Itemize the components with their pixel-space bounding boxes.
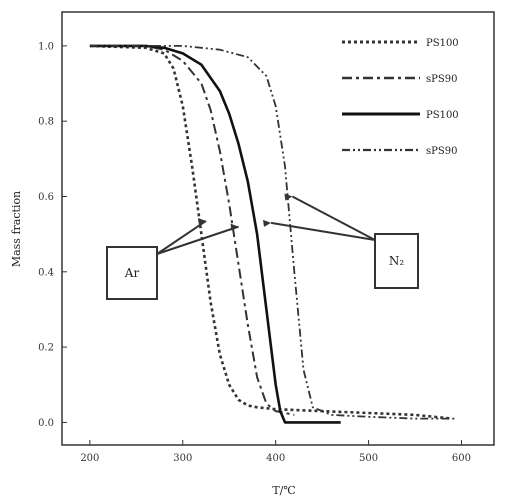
- series-line-ps100-n2: [89, 44, 341, 424]
- annotation-label: Ar: [124, 266, 140, 280]
- y-tick-label: 0.4: [38, 267, 54, 278]
- y-tick-label: 0.0: [38, 418, 54, 429]
- annotation-arrowhead: [198, 218, 206, 225]
- y-axis-title: Mass fraction: [10, 191, 23, 267]
- legend-label: PS100: [426, 110, 459, 121]
- annotation-box-n2: [374, 233, 419, 289]
- x-axis-title: T/℃: [272, 484, 295, 497]
- series-group: [89, 44, 457, 424]
- tick-group: 200 300 400 500 600 0.0 0.2 0.4 0.6 0.8 1.0: [38, 41, 471, 464]
- y-tick-label: 0.2: [38, 343, 54, 354]
- x-tick-label: 600: [452, 453, 471, 464]
- x-tick-label: 300: [173, 453, 192, 464]
- y-tick-label: 1.0: [38, 41, 54, 52]
- annotation-arrowhead: [230, 223, 239, 231]
- x-tick-label: 400: [266, 453, 285, 464]
- series-line-sps90-n2: [89, 45, 457, 420]
- annotation-group: Ar N₂: [106, 193, 419, 300]
- y-tick-label: 0.8: [38, 117, 54, 128]
- legend-label: sPS90: [426, 146, 457, 157]
- legend: PS100 sPS90 PS100 sPS90: [342, 38, 459, 157]
- annotation-label: N₂: [389, 254, 405, 268]
- annotation-leader: [270, 221, 376, 241]
- annotation-leader: [156, 225, 239, 255]
- annotation-arrowhead: [284, 193, 293, 201]
- annotation-leader: [156, 220, 207, 255]
- annotation-arrowhead: [263, 219, 271, 227]
- y-tick-label: 0.6: [38, 192, 54, 203]
- series-line-ps100-ar: [89, 44, 453, 420]
- annotation-box-ar: [106, 246, 158, 300]
- plot-frame: [61, 11, 495, 446]
- legend-label: sPS90: [426, 74, 457, 85]
- series-line-sps90-ar: [89, 44, 295, 416]
- x-tick-label: 200: [80, 453, 99, 464]
- legend-label: PS100: [426, 38, 459, 49]
- annotation-leader: [291, 195, 376, 241]
- x-tick-label: 500: [359, 453, 378, 464]
